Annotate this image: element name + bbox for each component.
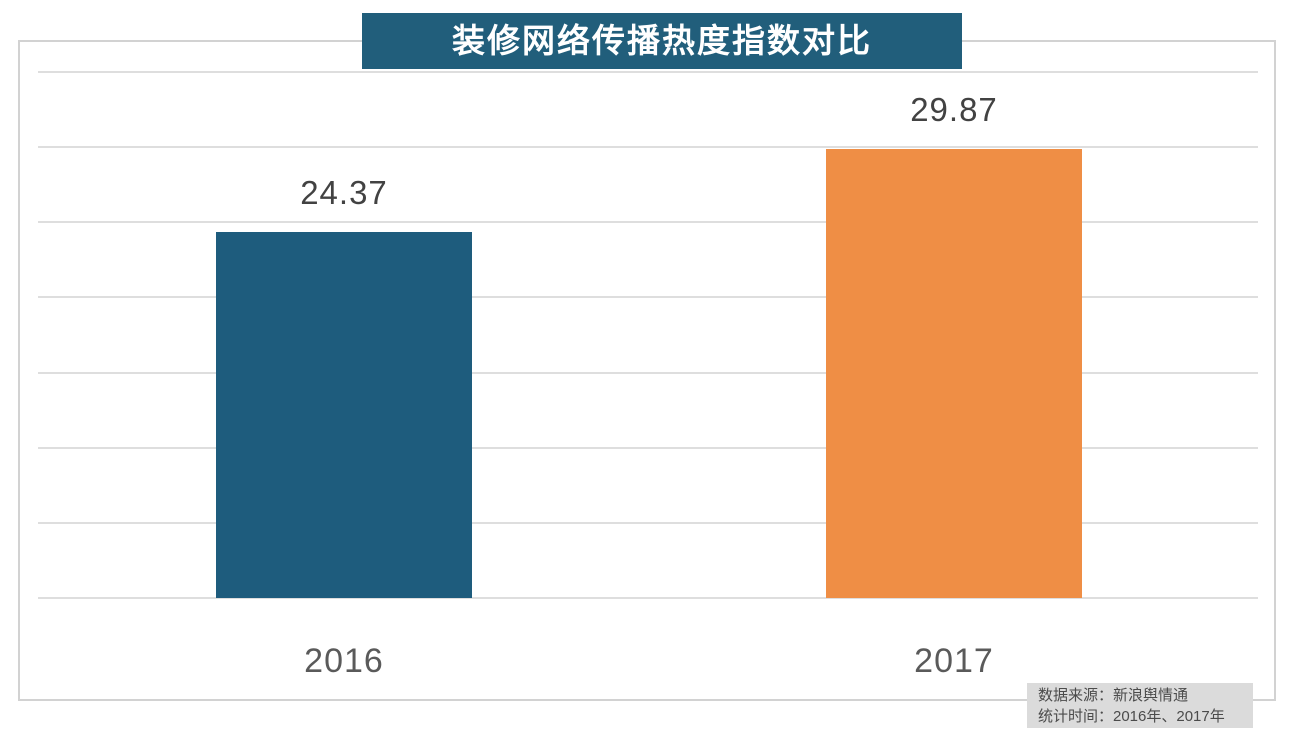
gridline [38, 371, 1258, 374]
x-axis-label-2017: 2017 [914, 642, 994, 680]
gridline [38, 71, 1258, 73]
x-axis-label-2016: 2016 [304, 642, 384, 680]
gridline [38, 446, 1258, 449]
plot-border [18, 40, 1276, 701]
bar-2016 [216, 232, 472, 598]
chart-title: 装修网络传播热度指数对比 [362, 13, 962, 69]
gridline [38, 146, 1258, 149]
gridline [38, 221, 1258, 224]
source-box: 数据来源：新浪舆情通 统计时间：2016年、2017年 [1027, 683, 1253, 728]
source-line-period: 统计时间：2016年、2017年 [1038, 708, 1225, 725]
gridline [38, 597, 1258, 599]
bar-2017 [826, 149, 1082, 598]
value-label-2016: 24.37 [300, 174, 388, 211]
source-line-datasource: 数据来源：新浪舆情通 [1038, 687, 1189, 704]
gridline [38, 296, 1258, 299]
value-label-2017: 29.87 [910, 91, 998, 128]
gridline [38, 521, 1258, 524]
